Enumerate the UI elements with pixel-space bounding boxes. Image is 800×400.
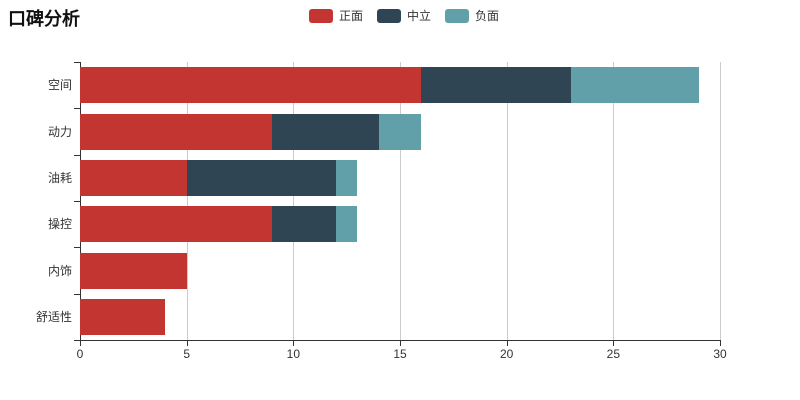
bar-segment[interactable] — [272, 113, 379, 150]
bar-segment[interactable] — [378, 113, 422, 150]
bar-segment[interactable] — [336, 206, 358, 243]
x-axis-tick — [80, 341, 81, 346]
bar-segment[interactable] — [421, 67, 571, 104]
chart-title: 口碑分析 — [8, 9, 80, 29]
x-axis-tick-label: 25 — [606, 347, 620, 361]
x-axis-tick — [293, 341, 295, 346]
y-axis-tick — [74, 62, 80, 63]
legend-swatch-positive-icon — [309, 8, 333, 23]
x-axis-tick — [186, 341, 188, 346]
bar-segment[interactable] — [272, 206, 336, 243]
y-axis-tick — [74, 294, 80, 295]
bar-segment[interactable] — [570, 67, 699, 104]
legend-item-negative[interactable]: 负面 — [445, 7, 499, 24]
bar-segment[interactable] — [80, 298, 166, 335]
legend: 正面 中立 负面 — [309, 7, 499, 24]
x-axis-tick — [613, 341, 615, 346]
x-axis-tick — [400, 341, 401, 346]
legend-swatch-neutral-icon — [377, 8, 402, 23]
gridline — [613, 62, 615, 340]
x-axis-tick-label: 0 — [76, 347, 84, 361]
x-axis-tick — [506, 341, 508, 346]
legend-label-negative: 负面 — [475, 9, 500, 23]
legend-item-neutral[interactable]: 中立 — [377, 7, 431, 24]
bar-segment[interactable] — [80, 67, 422, 104]
y-axis-label: 舒适性 — [35, 309, 72, 324]
gridline — [720, 62, 721, 340]
y-axis-label: 空间 — [47, 78, 72, 93]
y-axis-line — [80, 62, 81, 341]
x-axis-tick — [720, 341, 721, 346]
y-axis-tick — [74, 247, 80, 248]
y-axis-tick — [74, 155, 80, 156]
y-axis-label: 操控 — [47, 217, 72, 232]
bar-segment[interactable] — [336, 159, 358, 196]
x-axis-tick-label: 30 — [713, 347, 727, 361]
x-axis-tick-label: 15 — [393, 347, 407, 361]
gridline — [186, 62, 188, 340]
bar-segment[interactable] — [80, 206, 272, 243]
gridline — [400, 62, 401, 340]
bar-segment[interactable] — [80, 113, 272, 150]
x-axis-tick-label: 10 — [286, 347, 300, 361]
y-axis-label: 内饰 — [47, 263, 72, 278]
gridline — [293, 62, 295, 340]
legend-label-positive: 正面 — [339, 9, 364, 23]
y-axis-label: 油耗 — [47, 170, 72, 185]
plot-area: 0 5 10 15 20 25 30 空间动力油耗操控内饰舒适性 — [36, 62, 727, 361]
x-axis-tick-label: 20 — [499, 347, 514, 361]
y-axis-label: 动力 — [47, 124, 72, 139]
legend-swatch-negative-icon — [445, 8, 470, 23]
bar-segment[interactable] — [80, 252, 187, 289]
bar-segment[interactable] — [186, 159, 336, 196]
legend-item-positive[interactable]: 正面 — [309, 7, 363, 24]
x-axis-tick-label: 5 — [183, 347, 190, 361]
y-axis-tick — [74, 201, 80, 202]
y-axis-tick — [74, 108, 80, 109]
legend-label-neutral: 中立 — [407, 9, 432, 23]
gridline — [506, 62, 508, 340]
y-axis-tick — [74, 340, 80, 341]
bar-segment[interactable] — [80, 159, 187, 196]
x-axis-line — [80, 340, 721, 341]
